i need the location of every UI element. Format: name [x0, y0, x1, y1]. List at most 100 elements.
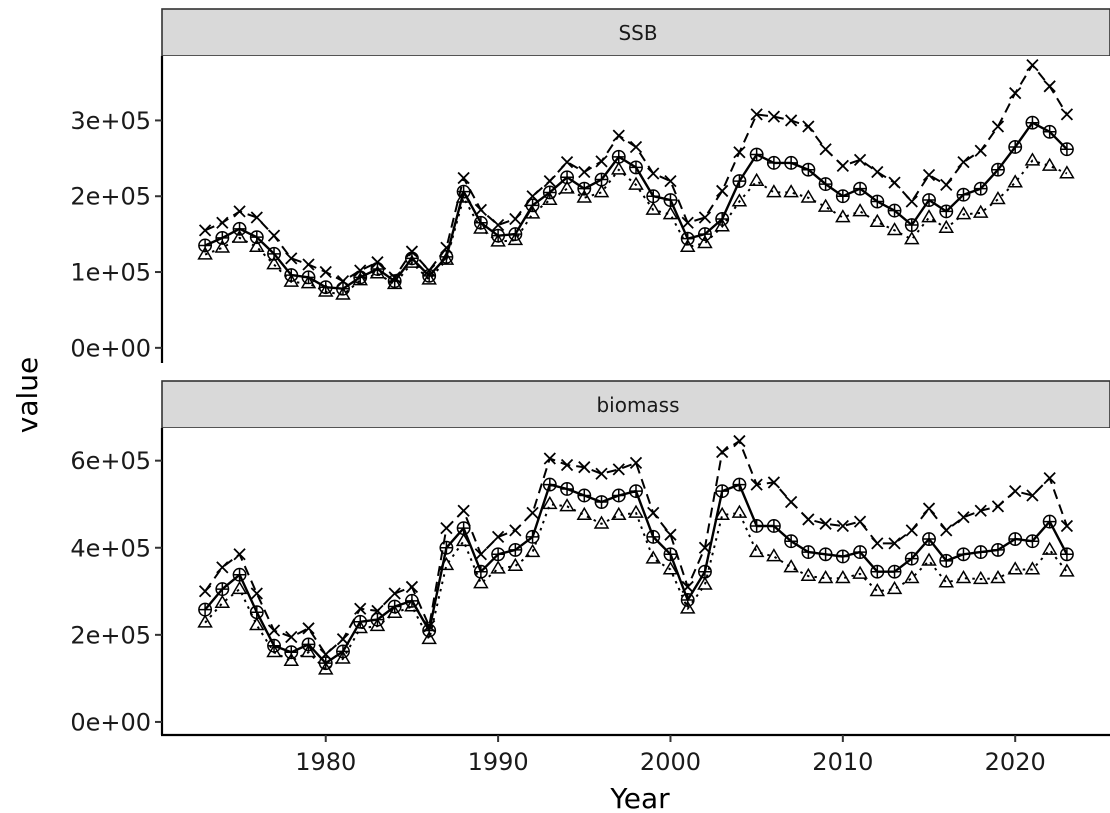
data-point-triangle	[283, 652, 300, 666]
data-point-circle-plus	[835, 549, 850, 564]
data-point-circle-plus	[732, 174, 747, 189]
data-point-cross	[509, 212, 522, 226]
data-point-circle-plus	[766, 155, 781, 170]
data-point-triangle	[593, 184, 610, 198]
data-point-cross	[853, 153, 867, 166]
data-point-circle-plus	[991, 162, 1005, 177]
data-point-circle-plus	[732, 477, 747, 492]
data-point-triangle	[300, 275, 317, 289]
data-point-circle-plus	[766, 519, 781, 533]
data-point-triangle	[766, 184, 782, 198]
data-point-cross	[267, 229, 281, 242]
data-point-circle-plus	[646, 189, 661, 204]
data-point-triangle	[300, 643, 317, 658]
data-point-cross	[1043, 80, 1056, 93]
data-point-triangle	[835, 569, 851, 584]
data-point-cross	[940, 178, 953, 192]
y-tick-label: 6e+05	[70, 447, 151, 475]
data-point-triangle	[283, 273, 300, 287]
data-point-triangle	[714, 218, 730, 232]
x-tick-label: 2010	[812, 748, 873, 776]
series-dotted	[197, 495, 1075, 675]
data-point-cross	[750, 108, 763, 121]
data-point-circle-plus	[1059, 547, 1074, 562]
data-point-triangle	[800, 567, 817, 582]
data-point-triangle	[542, 495, 558, 510]
x-tick-label: 1980	[295, 748, 356, 776]
data-point-circle-plus	[956, 547, 971, 562]
data-point-triangle	[679, 600, 696, 614]
data-point-triangle	[369, 265, 386, 279]
data-point-triangle	[421, 271, 437, 285]
data-point-triangle	[921, 552, 937, 566]
data-point-triangle	[249, 616, 265, 631]
data-point-triangle	[559, 180, 575, 194]
data-point-cross	[940, 524, 953, 537]
data-point-circle-plus	[198, 602, 213, 617]
data-point-triangle	[1041, 541, 1058, 555]
data-point-triangle	[697, 234, 713, 249]
data-point-triangle	[473, 220, 489, 234]
data-point-cross	[716, 184, 729, 198]
data-point-triangle	[524, 205, 541, 219]
data-point-cross	[526, 506, 539, 520]
data-point-triangle	[628, 504, 644, 518]
data-point-circle-plus	[491, 547, 506, 562]
data-point-circle-plus	[611, 149, 626, 164]
data-point-cross	[698, 211, 712, 224]
series-solid	[198, 115, 1074, 296]
data-point-cross	[388, 587, 401, 600]
data-point-triangle	[266, 643, 282, 658]
data-point-cross	[336, 274, 350, 288]
data-point-circle-plus	[542, 477, 557, 492]
series-line	[204, 440, 1068, 656]
data-point-triangle	[352, 620, 368, 634]
data-point-cross	[302, 622, 315, 635]
data-point-circle-plus	[887, 564, 902, 579]
data-point-triangle	[748, 543, 765, 558]
data-point-cross	[474, 548, 488, 561]
data-point-cross	[578, 165, 591, 179]
data-point-triangle	[662, 561, 679, 575]
data-point-cross	[957, 511, 970, 524]
data-point-circle-plus	[818, 547, 833, 562]
data-point-cross	[716, 445, 729, 459]
data-point-circle-plus	[611, 488, 626, 503]
data-point-cross	[819, 143, 832, 156]
data-point-circle-plus	[456, 521, 471, 536]
data-point-triangle	[835, 209, 851, 223]
data-point-triangle	[955, 206, 972, 220]
data-point-cross	[440, 522, 453, 535]
data-point-cross	[836, 159, 849, 173]
data-point-cross	[198, 585, 212, 598]
data-point-triangle	[783, 184, 799, 198]
data-point-cross	[250, 587, 263, 600]
data-point-triangle	[404, 598, 420, 612]
data-point-cross	[957, 155, 970, 169]
data-point-triangle	[869, 213, 886, 227]
data-point-triangle	[1024, 561, 1041, 575]
data-point-cross	[647, 506, 660, 520]
data-point-cross	[285, 252, 298, 265]
data-point-triangle	[645, 550, 662, 564]
data-point-triangle	[317, 661, 334, 675]
data-point-circle-plus	[577, 181, 592, 196]
data-point-cross	[664, 174, 677, 188]
plot-area-biomass	[162, 428, 1110, 735]
data-point-circle-plus	[1025, 534, 1040, 549]
strip-biomass	[161, 380, 1110, 429]
data-point-triangle	[266, 256, 282, 270]
data-point-circle-plus	[835, 189, 850, 204]
data-point-triangle	[231, 229, 248, 243]
data-point-triangle	[766, 548, 782, 562]
data-point-triangle	[369, 617, 386, 632]
y-ticks-ssb: 0e+00 1e+05 2e+05 3e+05	[70, 107, 162, 362]
data-point-circle-plus	[232, 567, 247, 582]
panel-biomass: biomass 0e+00 2e+05 4e+05 6e+05 1980 1990 200…	[70, 380, 1110, 776]
data-point-circle-plus	[956, 187, 971, 202]
data-point-circle-plus	[594, 172, 609, 187]
data-point-triangle	[438, 251, 455, 265]
data-point-triangle	[1059, 165, 1075, 179]
data-point-triangle	[852, 565, 868, 579]
data-point-triangle	[972, 204, 989, 218]
